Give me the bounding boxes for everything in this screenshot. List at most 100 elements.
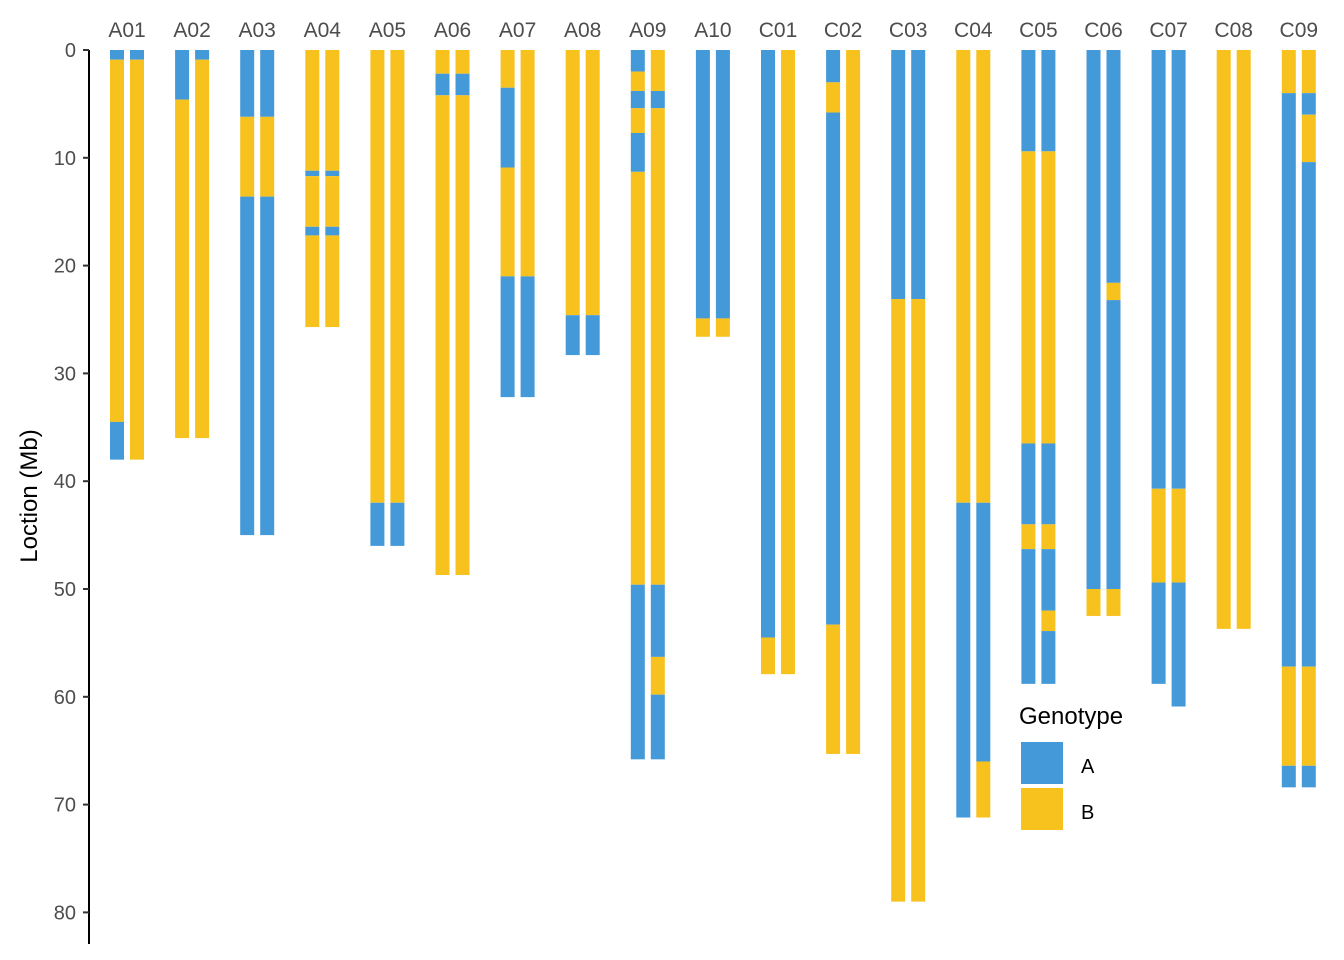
segment-a07-hap1-a — [500, 87, 515, 168]
segment-c06-hap1-b — [1086, 589, 1101, 616]
chromosome-label-a09: A09 — [629, 19, 666, 42]
chromosome-label-c05: C05 — [1019, 19, 1058, 42]
chromosome-label-a01: A01 — [108, 19, 145, 42]
segment-c08-hap2-b — [1236, 50, 1251, 629]
segment-a10-hap1-a — [695, 50, 710, 319]
segment-a02-hap2-a — [195, 50, 210, 60]
segment-c09-hap2-a — [1301, 765, 1316, 788]
segment-a08-hap1-a — [565, 315, 580, 356]
legend-swatch-b — [1021, 788, 1063, 830]
segment-c02-hap2-b — [846, 50, 861, 754]
segment-a04-hap2-a — [325, 170, 340, 177]
segment-a03-hap1-a — [240, 50, 255, 117]
segment-a06-hap2-a — [455, 73, 470, 96]
y-tick-label: 80 — [54, 902, 76, 924]
legend-swatch-a — [1021, 742, 1063, 784]
segment-a02-hap1-b — [175, 99, 190, 439]
segment-a10-hap2-b — [715, 318, 730, 337]
chromosome-label-c09: C09 — [1280, 19, 1319, 42]
segment-a04-hap1-b — [305, 176, 320, 227]
segment-a01-hap2-a — [130, 50, 144, 60]
segment-a09-hap1-b — [630, 108, 645, 134]
segment-c05-hap1-a — [1021, 50, 1036, 152]
segment-a08-hap2-b — [585, 50, 600, 316]
segment-c05-hap2-a — [1041, 50, 1056, 152]
segment-c04-hap2-a — [976, 502, 991, 762]
segment-a07-hap2-a — [520, 276, 535, 398]
chromosome-label-a03: A03 — [239, 19, 276, 42]
segment-a09-hap1-b — [630, 71, 645, 91]
segment-c09-hap2-b — [1301, 114, 1316, 163]
segment-a04-hap2-b — [325, 50, 340, 171]
segment-a07-hap2-b — [520, 50, 535, 277]
segment-c04-hap2-b — [976, 50, 991, 503]
chromosome-label-c08: C08 — [1214, 19, 1253, 42]
segment-c05-hap1-a — [1021, 549, 1036, 684]
segment-c05-hap2-a — [1041, 549, 1056, 611]
y-tick-label: 70 — [54, 795, 76, 817]
segment-a09-hap1-a — [630, 50, 645, 72]
chromosome-label-c07: C07 — [1149, 19, 1188, 42]
segment-a07-hap1-b — [500, 50, 515, 88]
segment-c09-hap1-b — [1281, 50, 1296, 94]
segment-a04-hap2-b — [325, 235, 340, 328]
segment-a09-hap1-b — [630, 171, 645, 585]
segment-a10-hap2-a — [715, 50, 730, 319]
segment-a03-hap1-a — [240, 196, 255, 536]
segment-c09-hap1-a — [1281, 765, 1296, 788]
segment-a03-hap1-b — [240, 116, 255, 197]
legend: Genotype A B — [1019, 703, 1123, 830]
chromosome-labels: A01 A02 A03 A04 A05 A06 A07 A08 A09 A10 C01 C02 C03 C… — [108, 19, 1318, 42]
segment-a08-hap1-b — [565, 50, 580, 316]
segment-a04-hap1-a — [305, 170, 320, 177]
segment-a06-hap2-b — [455, 95, 470, 575]
segment-c01-hap1-b — [761, 637, 775, 675]
segment-a01-hap1-a — [110, 421, 124, 460]
segment-c05-hap2-a — [1041, 443, 1056, 525]
chromosome-bars — [110, 50, 1316, 902]
segment-a04-hap2-a — [325, 226, 340, 236]
segment-a09-hap2-a — [650, 584, 665, 657]
segment-c06-hap2-a — [1106, 300, 1121, 589]
segment-a06-hap1-a — [435, 73, 450, 96]
segment-a05-hap2-b — [390, 50, 405, 503]
y-tick-label: 30 — [54, 363, 76, 385]
chromosome-label-a10: A10 — [694, 19, 731, 42]
segment-c05-hap1-b — [1021, 151, 1036, 444]
segment-a02-hap2-b — [195, 59, 210, 439]
segment-a04-hap1-b — [305, 235, 320, 328]
chromosome-label-c06: C06 — [1084, 19, 1123, 42]
segment-c02-hap1-a — [826, 50, 841, 83]
segment-c01-hap1-a — [761, 50, 775, 638]
segment-c02-hap1-b — [826, 82, 841, 113]
segment-a09-hap1-a — [630, 133, 645, 172]
segment-c06-hap2-a — [1106, 50, 1121, 283]
segment-a04-hap1-a — [305, 226, 320, 236]
segment-a01-hap1-a — [110, 50, 124, 60]
segment-c06-hap2-b — [1106, 589, 1121, 616]
segment-c09-hap1-a — [1281, 93, 1296, 667]
y-tick-label: 40 — [54, 471, 76, 493]
segment-a05-hap1-b — [370, 50, 385, 503]
segment-c03-hap2-b — [911, 299, 926, 902]
y-tick-label: 60 — [54, 687, 76, 709]
chromosome-label-c01: C01 — [759, 19, 798, 42]
segment-a09-hap1-a — [630, 584, 645, 760]
segment-c05-hap2-b — [1041, 524, 1056, 550]
segment-c05-hap2-b — [1041, 151, 1056, 444]
segment-c01-hap2-b — [781, 50, 795, 675]
segment-a09-hap1-a — [630, 90, 645, 109]
segment-c06-hap2-b — [1106, 282, 1121, 301]
segment-c02-hap1-a — [826, 112, 841, 625]
chromosome-label-a02: A02 — [173, 19, 210, 42]
legend-label-b: B — [1081, 802, 1094, 824]
segment-c05-hap1-b — [1021, 524, 1036, 550]
y-tick-label: 20 — [54, 256, 76, 278]
segment-c07-hap1-a — [1151, 582, 1166, 684]
segment-c05-hap2-b — [1041, 610, 1056, 632]
segment-c09-hap2-a — [1301, 162, 1316, 667]
segment-c03-hap1-b — [891, 299, 906, 902]
segment-a01-hap1-b — [110, 59, 124, 422]
segment-c07-hap2-b — [1171, 488, 1186, 583]
